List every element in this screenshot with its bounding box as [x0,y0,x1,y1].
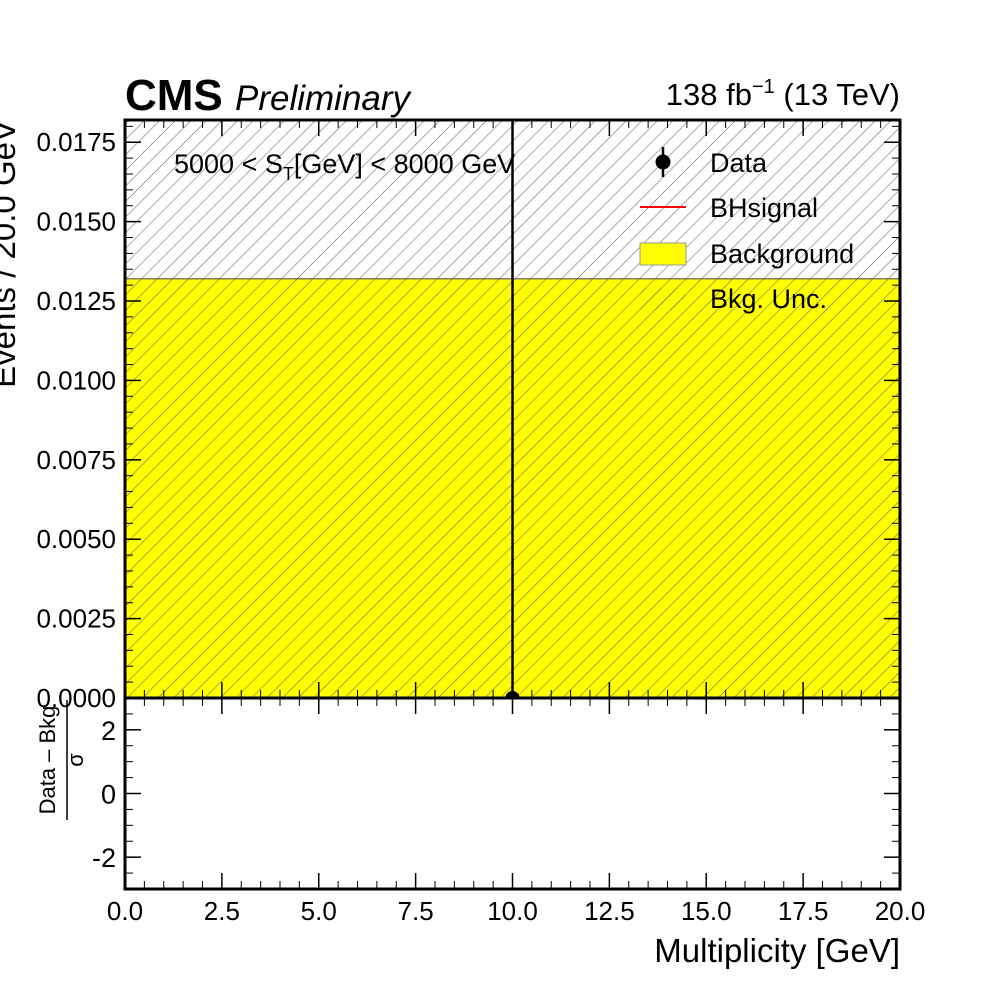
ratio-y-tick-label: 2 [101,716,116,746]
lumi-label: 138 fb−1 (13 TeV) [666,76,900,112]
x-tick-label: 0.0 [107,896,143,926]
main-y-axis-title: Events / 20.0 GeV [0,120,22,388]
main-y-tick-label: 0.0000 [36,683,116,713]
main-y-tick-label: 0.0050 [36,524,116,554]
main-y-tick-label: 0.0150 [36,207,116,237]
energy-value: (13 TeV) [775,77,900,112]
annotation-prefix: 5000 < S [174,149,283,179]
ratio-axis-ticks: 0.0 2.5 5.0 7.5 10.0 12.5 15.0 17.5 20.0 2 0 -2 [92,697,926,926]
legend-entry-bkg-unc: Bkg. Unc. [640,284,827,314]
legend-entry-background: Background [639,239,854,269]
x-tick-label: 2.5 [204,896,240,926]
lumi-exponent: −1 [752,76,775,98]
legend-bhsignal-label: BHsignal [710,193,818,223]
ratio-panel-frame [123,696,902,891]
status-label: Preliminary [235,79,413,118]
lumi-value: 138 fb [666,77,752,112]
main-y-tick-label: 0.0175 [36,127,116,157]
legend-entry-data: Data [655,147,768,178]
main-y-tick-label: 0.0025 [36,604,116,634]
ratio-y-tick-label: 0 [101,780,116,810]
x-axis-title: Multiplicity [GeV] [654,932,900,969]
annotation-subscript: T [283,164,294,184]
legend-data-label: Data [710,148,768,178]
legend-background-swatch [639,242,687,266]
ratio-y-axis-title: Data – Bkg σ [35,700,88,820]
x-tick-label: 15.0 [681,896,732,926]
x-tick-label: 7.5 [398,896,434,926]
x-tick-label: 20.0 [875,896,926,926]
legend-background-label: Background [710,239,854,269]
main-plot-area [125,120,900,698]
annotation-suffix: [GeV] < 8000 GeV [294,149,515,179]
x-tick-label: 17.5 [778,896,829,926]
experiment-label: CMS [125,71,223,120]
legend: Data BHsignal Background Bkg. Unc. [639,147,854,314]
ratio-y-numerator: Data – Bkg [35,706,60,815]
legend-bkg-unc-label: Bkg. Unc. [710,284,827,314]
ratio-y-denominator: σ [63,753,88,767]
x-tick-label: 5.0 [301,896,337,926]
main-y-tick-label: 0.0100 [36,365,116,395]
ratio-y-tick-label: -2 [92,843,116,873]
legend-entry-bhsignal: BHsignal [640,193,818,223]
selection-annotation: 5000 < ST[GeV] < 8000 GeV [174,149,515,184]
legend-bkg-unc-swatch [640,288,686,310]
x-tick-label: 12.5 [584,896,635,926]
main-y-tick-label: 0.0125 [36,286,116,316]
x-tick-label: 10.0 [487,896,538,926]
main-y-tick-label: 0.0075 [36,445,116,475]
legend-data-marker [655,154,671,170]
